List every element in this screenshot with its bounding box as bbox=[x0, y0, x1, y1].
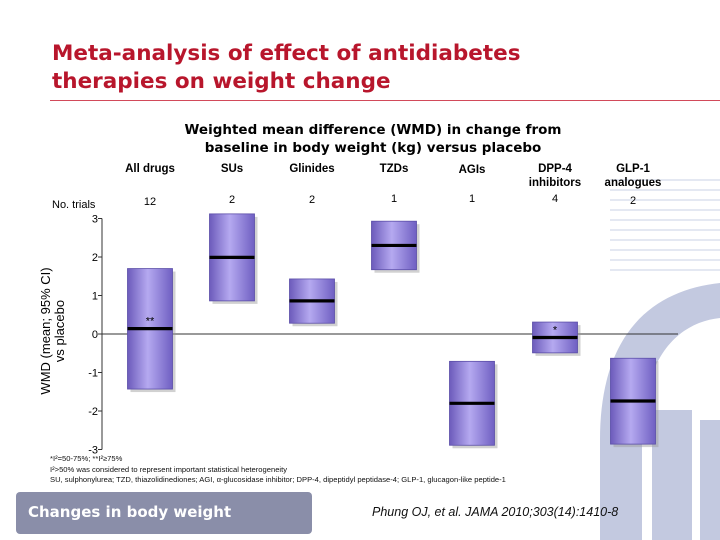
slide-title-line-1: Meta-analysis of effect of antidiabetes bbox=[52, 41, 521, 66]
section-tab-label: Changes in body weight bbox=[28, 503, 232, 521]
category-label: All drugs bbox=[125, 163, 175, 175]
category-label: GLP-1 analogues bbox=[605, 163, 662, 189]
chart-title-line-1: Weighted mean difference (WMD) in change… bbox=[185, 122, 562, 138]
y-axis-label-line-1: WMD (mean; 95% CI) bbox=[38, 267, 53, 394]
slide-title: Meta-analysis of effect of antidiabetes … bbox=[52, 40, 612, 96]
category-label: SUs bbox=[221, 163, 243, 175]
y-tick-label: 3 bbox=[92, 214, 98, 226]
y-tick-label: -3 bbox=[88, 445, 98, 457]
category-label: TZDs bbox=[380, 163, 409, 175]
trial-count: 2 bbox=[229, 194, 235, 206]
footnotes: *I²=50-75%; **I²≥75% I²>50% was consider… bbox=[50, 454, 506, 486]
category-label: AGIs bbox=[459, 164, 486, 176]
trial-count: 1 bbox=[469, 193, 475, 205]
trial-count: 2 bbox=[630, 195, 636, 207]
y-tick-label: -2 bbox=[88, 406, 98, 418]
y-axis-label-line-2: vs placebo bbox=[52, 300, 67, 362]
title-divider bbox=[50, 100, 720, 101]
no-trials-label: No. trials bbox=[52, 199, 96, 211]
y-tick-label: 0 bbox=[92, 329, 98, 341]
heterogeneity-marker: ** bbox=[146, 316, 155, 328]
citation: Phung OJ, et al. JAMA 2010;303(14):1410-… bbox=[372, 505, 619, 519]
section-tab: Changes in body weight bbox=[16, 492, 312, 534]
trial-count: 4 bbox=[552, 193, 558, 205]
trial-count: 12 bbox=[144, 196, 156, 208]
footnote-heterogeneity-key: *I²=50-75%; **I²≥75% bbox=[50, 454, 123, 463]
heterogeneity-marker: * bbox=[553, 324, 558, 336]
trial-count: 1 bbox=[391, 193, 397, 205]
y-tick-label: 1 bbox=[92, 291, 98, 303]
category-label: Glinides bbox=[289, 163, 334, 175]
y-tick-label: 2 bbox=[92, 252, 98, 264]
footnote-heterogeneity-threshold: I²>50% was considered to represent impor… bbox=[50, 464, 288, 474]
category-label: DPP-4 inhibitors bbox=[529, 163, 581, 189]
slide-title-line-2: therapies on weight change bbox=[52, 69, 391, 94]
trial-count: 2 bbox=[309, 194, 315, 206]
chart-title-line-2: baseline in body weight (kg) versus plac… bbox=[205, 140, 542, 156]
y-tick-label: -1 bbox=[88, 368, 98, 380]
footnote-abbreviations: SU, sulphonylurea; TZD, thiazolidinedion… bbox=[50, 475, 506, 484]
